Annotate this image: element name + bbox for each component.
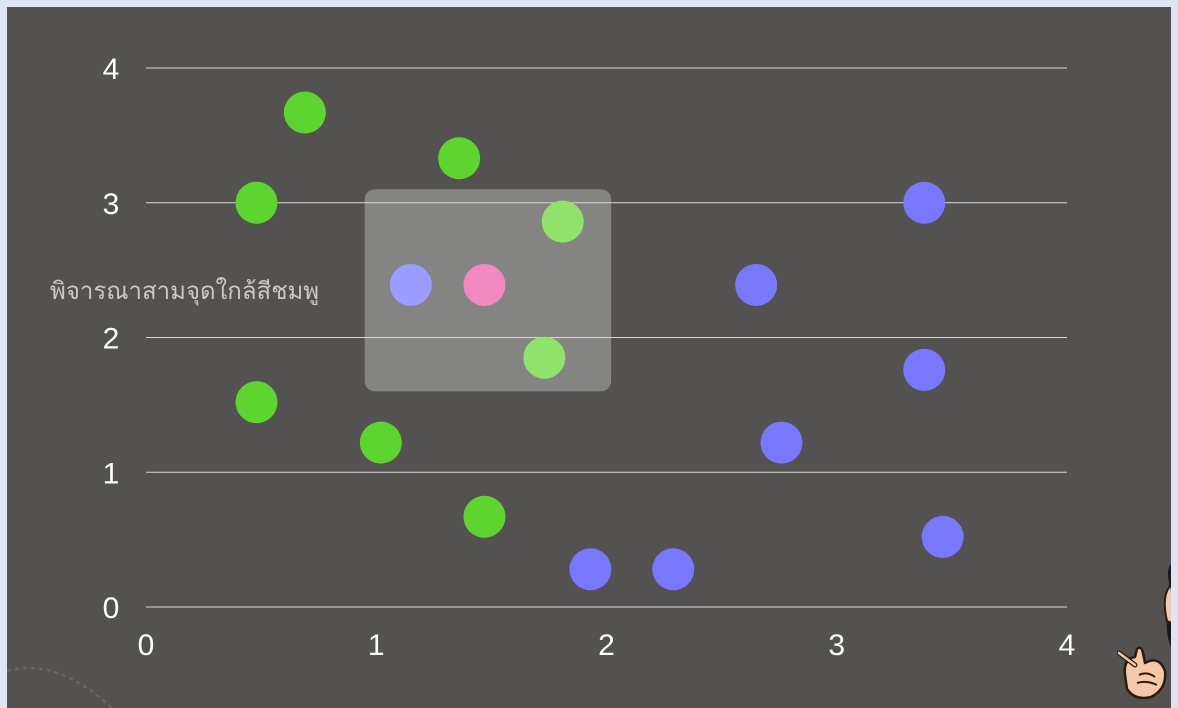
data-point-green (463, 495, 506, 538)
data-point-pink (463, 263, 506, 306)
data-point-light-green (541, 200, 584, 243)
data-point-blue (903, 181, 946, 224)
presenter-cartoon-icon (1117, 564, 1171, 700)
data-point-green (438, 137, 481, 180)
annotation-text: พิจารณาสามจุดใกล้สีชมพู (50, 277, 320, 305)
x-tick-label: 1 (368, 629, 385, 662)
data-point-green (235, 381, 278, 424)
x-tick-label: 0 (138, 629, 155, 662)
decorative-swoosh (7, 667, 113, 708)
data-point-green (283, 91, 326, 134)
data-point-green (359, 421, 402, 464)
y-tick-label: 4 (103, 53, 120, 86)
x-tick-label: 3 (828, 629, 845, 662)
y-tick-label: 1 (103, 457, 120, 490)
x-tick-label: 2 (598, 629, 615, 662)
data-point-blue (735, 263, 778, 306)
data-point-blue (921, 515, 964, 558)
data-point-blue (760, 421, 803, 464)
slide-frame: 0 1 2 3 4 0 1 2 3 4 พิจารณาสามจุดใกล้สีชมพู (7, 7, 1171, 708)
data-point-blue (652, 548, 695, 591)
data-point-blue (569, 548, 612, 591)
y-tick-label: 2 (103, 323, 120, 356)
data-point-light-blue (389, 263, 432, 306)
data-point-green (235, 181, 278, 224)
scatter-chart: 0 1 2 3 4 0 1 2 3 4 (103, 53, 1076, 662)
data-point-blue (903, 348, 946, 391)
y-tick-label: 0 (103, 592, 120, 625)
y-tick-label: 3 (103, 188, 120, 221)
data-point-light-green (523, 336, 566, 379)
x-tick-label: 4 (1059, 629, 1076, 662)
